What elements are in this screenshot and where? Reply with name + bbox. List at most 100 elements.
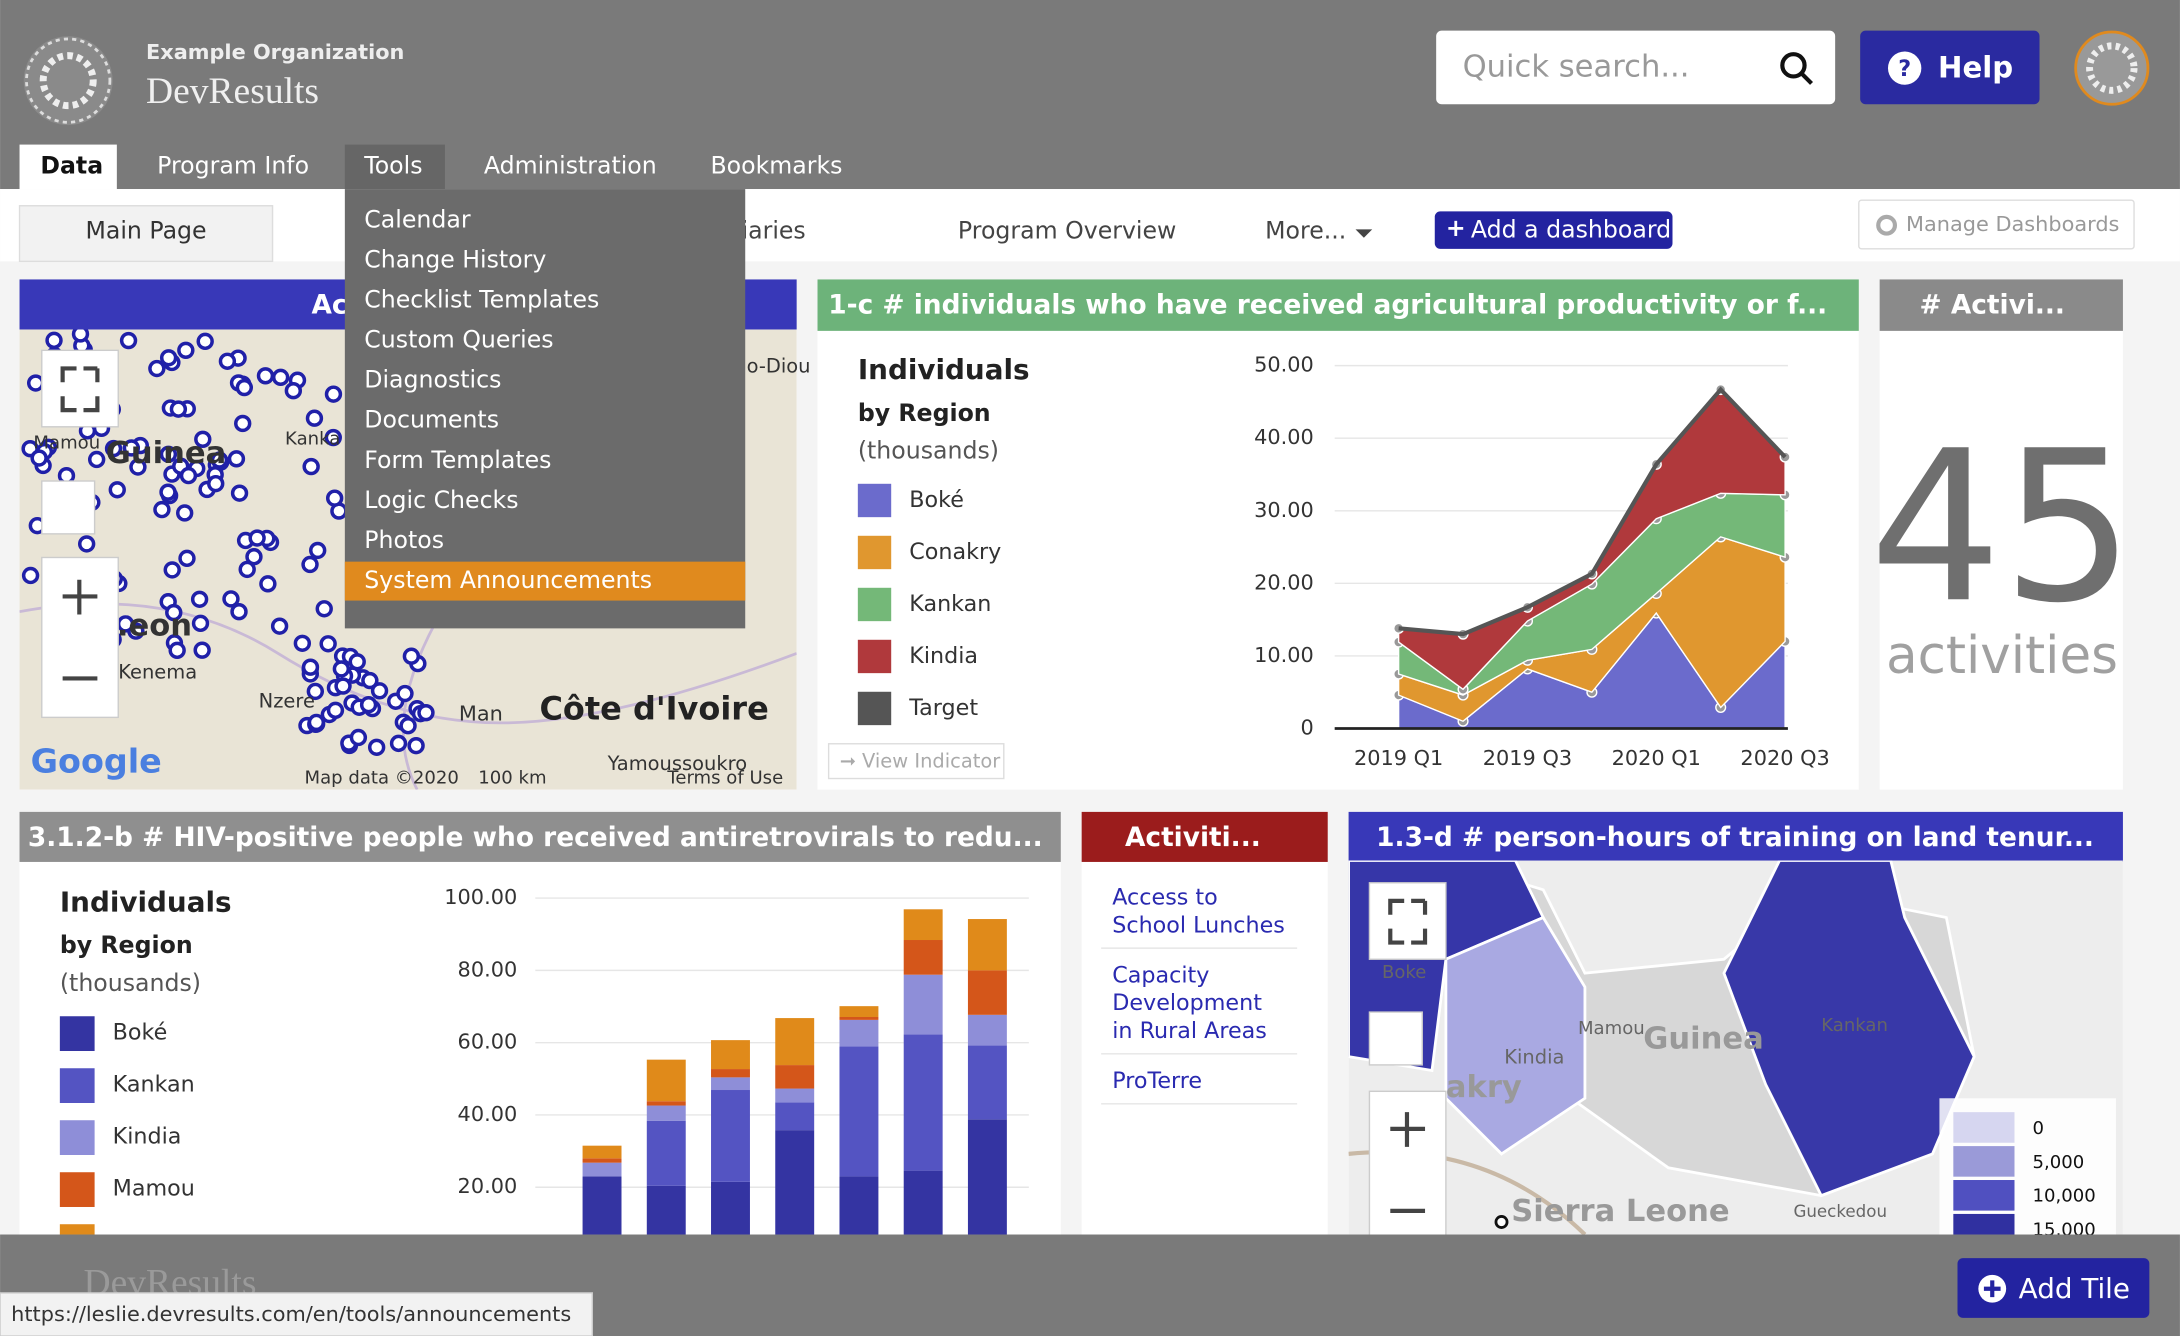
map-marker[interactable] <box>309 541 327 560</box>
map-marker[interactable] <box>168 641 186 660</box>
main-tab[interactable] <box>18 205 274 263</box>
menu-item[interactable]: Change History <box>364 246 546 274</box>
map-marker[interactable] <box>306 682 325 701</box>
map-marker[interactable] <box>191 614 210 633</box>
map-marker[interactable] <box>194 430 212 448</box>
map-marker[interactable] <box>108 481 126 499</box>
add-tile-button[interactable] <box>1957 1258 2150 1318</box>
map-marker[interactable] <box>87 450 106 469</box>
map-marker[interactable] <box>248 529 266 547</box>
map-marker[interactable] <box>349 728 368 747</box>
map-marker[interactable] <box>326 701 345 720</box>
add-dashboard-button[interactable] <box>1434 211 1673 249</box>
search-box[interactable] <box>1436 30 1836 105</box>
map-marker[interactable] <box>104 439 123 458</box>
map-marker[interactable] <box>307 713 326 732</box>
activity-link[interactable]: ProTerre <box>1112 1068 1202 1094</box>
map-marker[interactable] <box>179 466 198 485</box>
nav-item[interactable]: Data <box>40 151 103 179</box>
manage-dashboards-button[interactable] <box>1858 199 2135 250</box>
menu-item[interactable]: Documents <box>364 406 499 434</box>
menu-item[interactable]: Custom Queries <box>364 326 553 354</box>
fullscreen-button[interactable] <box>41 349 119 428</box>
map-marker[interactable] <box>165 603 183 622</box>
expand-button[interactable] <box>41 480 96 535</box>
map-marker[interactable] <box>319 635 337 653</box>
activity-link[interactable]: in Rural Areas <box>1112 1018 1267 1044</box>
map-marker[interactable] <box>389 734 408 753</box>
map-marker[interactable] <box>222 590 240 608</box>
map-marker[interactable] <box>361 671 379 690</box>
map-marker[interactable] <box>159 483 177 501</box>
menu-item[interactable]: System Announcements <box>364 566 652 594</box>
map-marker[interactable] <box>207 474 225 493</box>
map-marker[interactable] <box>159 445 178 463</box>
map-marker[interactable] <box>407 736 425 755</box>
map-marker[interactable] <box>293 634 312 652</box>
nav-item[interactable]: Program Info <box>157 151 309 179</box>
map-marker[interactable] <box>245 548 263 566</box>
map-marker[interactable] <box>334 677 352 695</box>
map-marker[interactable] <box>238 560 256 579</box>
map-marker[interactable] <box>193 641 211 659</box>
map-marker[interactable] <box>301 658 320 676</box>
map-marker[interactable] <box>190 590 209 608</box>
map-marker[interactable] <box>315 600 333 618</box>
map-marker[interactable] <box>153 500 171 519</box>
menu-item[interactable]: Calendar <box>364 206 471 234</box>
map-marker[interactable] <box>163 561 181 579</box>
map-marker[interactable] <box>210 451 229 469</box>
map-marker[interactable] <box>301 555 319 574</box>
activity-link[interactable]: Capacity <box>1112 962 1209 988</box>
activity-link[interactable]: Development <box>1112 990 1262 1016</box>
map-marker[interactable] <box>324 428 342 447</box>
fullscreen-button[interactable] <box>1368 882 1447 960</box>
expand-button[interactable] <box>1368 1011 1423 1066</box>
map-marker[interactable] <box>175 504 194 522</box>
map-marker[interactable] <box>325 489 344 507</box>
activity-link[interactable]: School Lunches <box>1112 912 1285 938</box>
map-marker[interactable] <box>367 738 386 756</box>
map-marker[interactable] <box>26 374 45 392</box>
map-marker[interactable] <box>169 400 188 418</box>
map-marker[interactable] <box>359 696 378 714</box>
menu-item[interactable]: Logic Checks <box>364 486 518 514</box>
nav-item[interactable]: Administration <box>484 151 657 179</box>
map-marker[interactable] <box>227 450 246 468</box>
map-marker[interactable] <box>399 717 417 735</box>
tab[interactable]: Main Page <box>85 217 206 245</box>
map-marker[interactable] <box>30 449 48 467</box>
menu-item[interactable]: Photos <box>364 526 444 554</box>
map-marker[interactable] <box>148 359 166 378</box>
map-marker[interactable] <box>129 458 147 476</box>
map-marker[interactable] <box>270 617 289 635</box>
tab[interactable]: More... <box>1265 217 1346 245</box>
help-button[interactable] <box>1860 30 2040 105</box>
map-marker[interactable] <box>284 382 303 400</box>
map-marker[interactable] <box>21 566 40 585</box>
map-marker[interactable] <box>271 368 290 387</box>
nav-item[interactable]: Bookmarks <box>710 151 842 179</box>
map-marker[interactable] <box>256 367 275 385</box>
map-marker[interactable] <box>259 575 277 593</box>
map-marker[interactable] <box>178 549 196 568</box>
map-marker[interactable] <box>196 332 214 351</box>
nav-item[interactable]: Tools <box>363 151 422 179</box>
menu-item[interactable]: Form Templates <box>364 446 551 474</box>
map-marker[interactable] <box>370 682 389 700</box>
map-marker[interactable] <box>348 653 366 671</box>
map-marker[interactable] <box>177 341 195 359</box>
map-marker[interactable] <box>71 327 90 343</box>
map-marker[interactable] <box>45 331 63 350</box>
menu-item[interactable]: Checklist Templates <box>364 286 599 314</box>
map-marker[interactable] <box>302 457 320 476</box>
tab[interactable]: Program Overview <box>958 217 1176 245</box>
map-marker[interactable] <box>324 385 343 403</box>
map-marker[interactable] <box>119 331 138 350</box>
map-marker[interactable] <box>230 603 248 621</box>
map-marker[interactable] <box>159 349 178 367</box>
map-marker[interactable] <box>230 484 249 502</box>
map-marker[interactable] <box>77 535 96 553</box>
activity-link[interactable]: Access to <box>1112 885 1218 911</box>
map-marker[interactable] <box>218 352 237 370</box>
